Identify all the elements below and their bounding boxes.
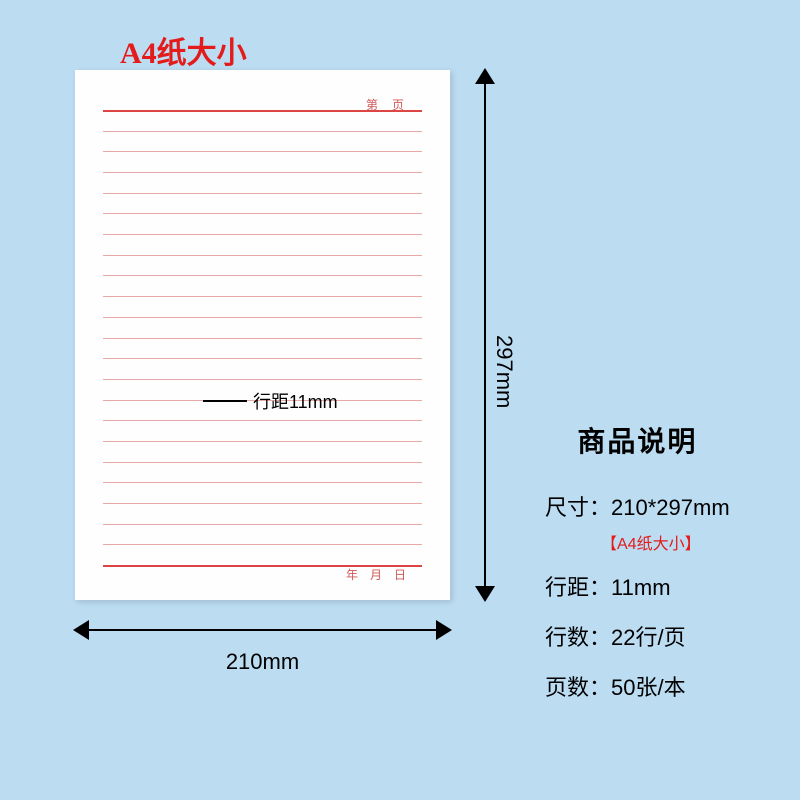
ruled-line (103, 338, 422, 339)
width-label: 210mm (226, 649, 299, 675)
height-label: 297mm (491, 335, 517, 408)
ruled-line (103, 296, 422, 297)
annotation-dash (203, 400, 247, 402)
ruled-line (103, 420, 422, 421)
spec-value: 11mm (611, 575, 671, 600)
spec-title: 商品说明 (545, 420, 730, 460)
spec-row: 页数50张/本 (545, 670, 730, 702)
title-top: A4纸大小 (120, 28, 247, 72)
width-dimension: 210mm (75, 615, 450, 645)
spec-row: 尺寸210*297mm (545, 490, 730, 522)
spec-value: 50张/本 (611, 675, 686, 700)
spec-key: 行数 (545, 625, 611, 650)
date-label: 年月日 (346, 566, 418, 583)
spec-key: 页数 (545, 675, 611, 700)
ruled-line (103, 482, 422, 483)
dimension-shaft (81, 629, 444, 631)
ruled-line (103, 441, 422, 442)
paper-sheet: 第页 行距11mm 年月日 (75, 70, 450, 600)
dimension-shaft (484, 76, 486, 594)
ruled-line (103, 358, 422, 359)
ruled-lines (103, 110, 422, 565)
ruled-line (103, 151, 422, 152)
ruled-line (103, 110, 422, 112)
spec-key: 行距 (545, 575, 611, 600)
ruled-line (103, 503, 422, 504)
arrowhead-down-icon (475, 586, 495, 602)
line-spacing-annotation: 行距11mm (203, 388, 338, 414)
ruled-line (103, 234, 422, 235)
ruled-line (103, 462, 422, 463)
ruled-line (103, 193, 422, 194)
ruled-line (103, 544, 422, 545)
ruled-line (103, 213, 422, 214)
spec-row: 行数22行/页 (545, 620, 730, 652)
annotation-text: 行距11mm (253, 388, 338, 414)
spec-row: 行距11mm (545, 570, 730, 602)
spec-value: 22行/页 (611, 625, 686, 650)
arrowhead-right-icon (436, 620, 452, 640)
ruled-line (103, 172, 422, 173)
spec-note: 【A4纸大小】 (601, 530, 730, 554)
ruled-line (103, 255, 422, 256)
ruled-line (103, 379, 422, 380)
height-dimension: 297mm (470, 70, 500, 600)
spec-panel: 商品说明 尺寸210*297mm【A4纸大小】行距11mm行数22行/页页数50… (545, 420, 730, 720)
paper-inner: 第页 行距11mm 年月日 (103, 110, 422, 565)
ruled-line (103, 524, 422, 525)
ruled-line (103, 317, 422, 318)
ruled-line (103, 275, 422, 276)
spec-value: 210*297mm (611, 495, 730, 520)
spec-key: 尺寸 (545, 495, 611, 520)
ruled-line (103, 131, 422, 132)
